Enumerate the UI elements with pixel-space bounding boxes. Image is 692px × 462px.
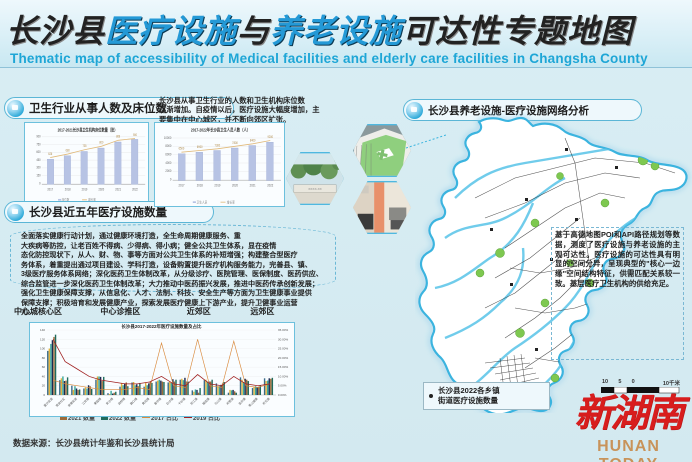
svg-text:0: 0 [170,177,172,182]
svg-text:2018: 2018 [197,183,203,188]
svg-text:2017-2022年长沙县卫生人员人数（人）: 2017-2022年长沙县卫生人员人数（人） [191,127,250,133]
svg-text:果园镇: 果园镇 [92,396,102,406]
svg-text:福临镇: 福临镇 [201,396,211,406]
svg-text:2020: 2020 [98,187,104,192]
svg-text:35.00%: 35.00% [278,328,289,332]
svg-text:2021: 2021 [115,187,121,192]
svg-text:680: 680 [66,148,70,153]
svg-text:20.00%: 20.00% [278,356,289,360]
svg-text:10000: 10000 [164,135,172,140]
svg-text:600: 600 [36,150,40,155]
svg-text:8000: 8000 [165,144,171,149]
svg-text:9200: 9200 [267,135,273,140]
svg-text:星沙街道: 星沙街道 [42,396,54,408]
svg-text:80: 80 [42,356,46,360]
svg-text:20: 20 [42,384,46,388]
svg-text:双江镇: 双江镇 [189,396,199,406]
svg-text:XXXX-XX: XXXX-XX [308,187,322,191]
svg-text:868: 868 [116,134,120,139]
svg-text:开元镇: 开元镇 [261,396,271,406]
svg-text:2019: 2019 [82,187,88,192]
svg-text:6900: 6900 [197,145,203,150]
svg-text:450: 450 [36,157,40,162]
svg-text:150: 150 [36,173,40,178]
svg-text:2022: 2022 [267,183,273,188]
svg-text:2021: 2021 [250,183,256,188]
svg-text:140: 140 [40,328,45,332]
svg-text:6500: 6500 [179,146,185,151]
svg-text:泉塘街道: 泉塘街道 [66,396,78,408]
svg-text:开慧镇: 开慧镇 [225,396,235,406]
svg-text:30.00%: 30.00% [278,337,289,341]
svg-text:2020: 2020 [232,183,238,188]
svg-text:江背镇: 江背镇 [80,396,90,406]
svg-text:300: 300 [36,165,40,170]
svg-text:15.00%: 15.00% [278,365,289,369]
svg-text:40: 40 [42,374,46,378]
svg-text:7800: 7800 [232,140,238,145]
svg-text:增长率: 增长率 [227,199,235,205]
svg-text:750: 750 [36,142,40,147]
svg-text:900: 900 [133,132,137,137]
svg-text:2017: 2017 [47,187,53,192]
svg-text:2000: 2000 [165,169,171,174]
svg-text:黄花镇: 黄花镇 [140,396,150,406]
svg-text:长沙县2017-2022年医疗设施数量及占比: 长沙县2017-2022年医疗设施数量及占比 [121,323,202,330]
svg-text:春华镇: 春华镇 [153,396,163,406]
svg-text:0.00%: 0.00% [278,393,287,397]
svg-text:25.00%: 25.00% [278,347,289,351]
svg-text:100: 100 [40,347,45,351]
svg-text:湘龙社区: 湘龙社区 [54,396,66,408]
svg-text:10.00%: 10.00% [278,374,289,378]
svg-text:金井镇: 金井镇 [237,396,247,406]
svg-text:白沙镇: 白沙镇 [165,396,175,406]
svg-text:626: 626 [48,151,52,156]
svg-text:900: 900 [36,134,40,139]
svg-text:735: 735 [82,144,86,149]
svg-text:2017-2021长沙县卫生机构床位数量（张）: 2017-2021长沙县卫生机构床位数量（张） [58,127,118,133]
svg-text:5.00%: 5.00% [278,384,287,388]
svg-text:60: 60 [42,365,46,369]
svg-text:2018: 2018 [65,187,71,192]
svg-text:7300: 7300 [215,143,221,148]
svg-text:2022: 2022 [132,187,138,192]
svg-text:青山铺镇: 青山铺镇 [247,396,259,408]
svg-text:路口镇: 路口镇 [128,396,138,406]
svg-text:0: 0 [43,393,45,397]
svg-text:6000: 6000 [165,152,171,157]
svg-text:卫生人员: 卫生人员 [197,199,208,205]
svg-text:高桥镇: 高桥镇 [116,396,126,406]
svg-text:安沙镇: 安沙镇 [104,396,114,406]
svg-text:2019: 2019 [214,183,220,188]
svg-text:8400: 8400 [250,138,256,143]
svg-text:800: 800 [99,140,103,145]
svg-text:2017: 2017 [178,183,184,188]
svg-text:120: 120 [40,337,45,341]
svg-text:北山镇: 北山镇 [213,396,223,406]
svg-text:0: 0 [39,181,41,186]
svg-text:4000: 4000 [165,160,171,165]
svg-text:干杉镇: 干杉镇 [177,396,187,406]
